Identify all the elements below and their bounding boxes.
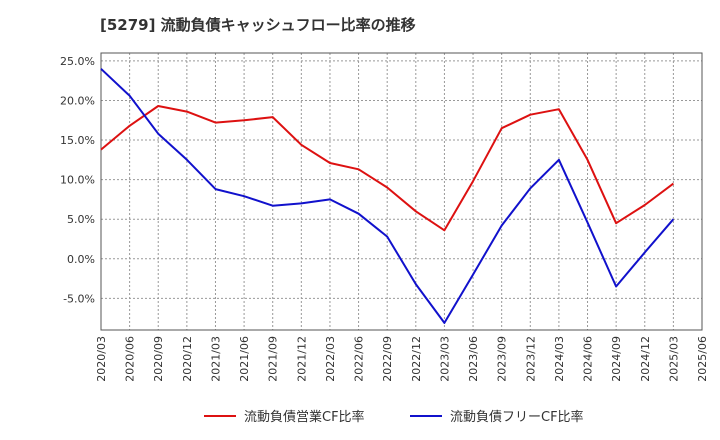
- x-tick-label: 2024/12: [639, 336, 652, 382]
- grid: [100, 53, 703, 330]
- series-line-1: [100, 105, 674, 232]
- x-axis-ticks: 2020/03 2020/06 2020/09 2020/12 2021/03 2021/…: [95, 336, 709, 382]
- x-tick-label: 2023/06: [467, 336, 480, 382]
- y-tick-label: 15.0%: [60, 134, 95, 147]
- x-tick-label: 2022/03: [324, 336, 337, 382]
- x-tick-label: 2023/03: [438, 336, 451, 382]
- x-tick-label: 2024/06: [582, 336, 595, 382]
- x-tick-label: 2020/06: [124, 336, 137, 382]
- x-tick-label: 2021/06: [238, 336, 251, 382]
- y-tick-label: 25.0%: [60, 55, 95, 68]
- x-tick-label: 2023/09: [496, 336, 509, 382]
- y-tick-label: 5.0%: [67, 213, 95, 226]
- legend-label-1: 流動負債営業CF比率: [244, 409, 365, 425]
- x-tick-label: 2022/12: [410, 336, 423, 382]
- x-tick-label: 2023/12: [524, 336, 537, 382]
- x-tick-label: 2020/12: [181, 336, 194, 382]
- legend: 流動負債営業CF比率 流動負債フリーCF比率: [204, 409, 584, 425]
- x-tick-label: 2022/09: [381, 336, 394, 382]
- x-tick-label: 2025/06: [696, 336, 709, 382]
- x-tick-label: 2025/03: [667, 336, 680, 382]
- x-tick-label: 2021/09: [267, 336, 280, 382]
- x-tick-label: 2020/09: [152, 336, 165, 382]
- x-tick-label: 2022/06: [353, 336, 366, 382]
- series-lines: [100, 68, 675, 324]
- y-tick-label: 0.0%: [67, 253, 95, 266]
- series-line-2: [100, 68, 675, 324]
- x-tick-label: 2021/12: [295, 336, 308, 382]
- x-tick-label: 2024/09: [610, 336, 623, 382]
- y-tick-label: 10.0%: [60, 174, 95, 187]
- plot-area-border: [100, 52, 703, 331]
- chart-title: [5279] 流動負債キャッシュフロー比率の推移: [100, 16, 416, 34]
- y-tick-label: 20.0%: [60, 94, 95, 107]
- y-axis-ticks: 25.0% 20.0% 15.0% 10.0% 5.0% 0.0% -5.0%: [60, 55, 95, 305]
- y-tick-label: -5.0%: [63, 292, 95, 305]
- x-tick-label: 2020/03: [95, 336, 108, 382]
- x-tick-label: 2024/03: [553, 336, 566, 382]
- x-tick-label: 2021/03: [209, 336, 222, 382]
- legend-label-2: 流動負債フリーCF比率: [450, 409, 584, 425]
